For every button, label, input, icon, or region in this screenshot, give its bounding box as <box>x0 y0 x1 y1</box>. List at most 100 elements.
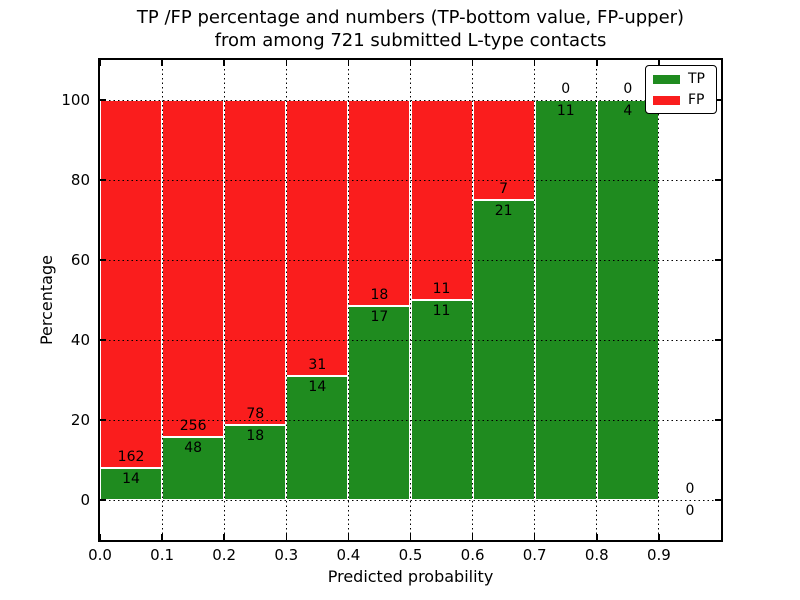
y-tick-mark-right <box>715 339 721 341</box>
bar-segment-tp <box>224 425 287 500</box>
tp-count-label: 0 <box>685 503 695 519</box>
bar-segment-fp <box>224 100 287 425</box>
tp-count-label: 18 <box>246 428 265 444</box>
bar-segment-tp <box>534 100 597 500</box>
y-tick-label: 60 <box>70 251 90 269</box>
x-tick-label: 0.4 <box>336 546 361 564</box>
bar-segment-fp <box>100 100 163 469</box>
x-tick-mark-top <box>658 60 660 66</box>
x-tick-label: 0.1 <box>150 546 175 564</box>
x-tick-label: 0.8 <box>584 546 609 564</box>
gridline-vertical <box>285 60 287 540</box>
tp-count-label: 14 <box>308 378 327 395</box>
x-tick-mark <box>596 534 598 540</box>
gridline-vertical <box>223 60 225 540</box>
gridline-vertical <box>658 60 660 540</box>
fp-count-label: 0 <box>623 81 633 97</box>
chart-title-line2: from among 721 submitted L-type contacts <box>214 30 607 51</box>
y-tick-mark-right <box>715 179 721 181</box>
x-tick-mark-top <box>161 60 163 66</box>
x-tick-mark <box>658 534 660 540</box>
tp-count-label: 4 <box>623 103 633 119</box>
bar-segment-tp <box>410 300 473 500</box>
y-tick-label: 20 <box>70 411 90 429</box>
tp-count-label: 14 <box>122 471 140 488</box>
fp-count-label: 18 <box>370 286 389 303</box>
y-tick-mark-right <box>715 419 721 421</box>
legend-label-fp: FP <box>688 92 705 108</box>
bar-segment-fp <box>410 100 473 300</box>
y-tick-label: 0 <box>80 491 90 509</box>
x-tick-label: 0.9 <box>646 546 671 564</box>
x-tick-label: 0.5 <box>398 546 423 564</box>
bar-segment-tp <box>348 305 411 500</box>
fp-count-label: 0 <box>685 481 695 497</box>
plot-inner: 162 14 256 48 78 18 31 14 18 17 11 11 7 21 0 11 0 4 0 0 <box>99 60 721 540</box>
fp-count-label: 31 <box>308 356 327 373</box>
x-tick-mark <box>533 534 536 540</box>
x-tick-mark-top <box>285 60 288 66</box>
y-tick-mark <box>100 339 106 341</box>
bar-segment-fp <box>286 100 349 376</box>
tp-count-label: 11 <box>556 103 575 119</box>
tp-count-label: 48 <box>184 439 203 456</box>
gridline-vertical <box>410 60 411 540</box>
y-tick-mark-right <box>715 259 721 261</box>
chart-title-line1: TP /FP percentage and numbers (TP-bottom… <box>136 7 685 28</box>
x-tick-mark-top <box>223 60 225 66</box>
x-tick-mark <box>223 534 225 540</box>
y-tick-label: 100 <box>61 91 90 109</box>
x-tick-mark <box>99 534 101 540</box>
x-tick-mark <box>347 534 350 540</box>
tp-count-label: 11 <box>432 303 451 319</box>
fp-count-label: 162 <box>117 449 145 466</box>
fp-count-label: 11 <box>432 281 451 297</box>
gridline-vertical <box>534 60 536 540</box>
x-axis-label: Predicted probability <box>327 567 494 586</box>
bar-segment-tp <box>286 375 349 500</box>
y-tick-mark <box>100 259 106 261</box>
y-tick-mark <box>100 499 106 501</box>
bar-segment-tp <box>162 436 225 500</box>
x-tick-mark-top <box>409 60 412 66</box>
x-tick-mark-top <box>99 60 101 66</box>
legend-item-tp: TP <box>653 72 708 86</box>
x-tick-mark-top <box>533 60 536 66</box>
x-tick-mark <box>409 534 412 540</box>
y-axis-label: Percentage <box>37 255 56 346</box>
bar-segment-fp <box>162 100 225 437</box>
bar-segment-fp <box>472 100 535 200</box>
y-tick-label: 80 <box>70 171 90 189</box>
bar-segment-tp <box>100 468 163 500</box>
fp-count-label: 0 <box>561 81 571 97</box>
fp-count-label: 256 <box>179 417 207 434</box>
x-tick-mark <box>471 534 474 540</box>
fp-count-label: 78 <box>246 406 265 422</box>
x-tick-label: 0.3 <box>274 546 299 564</box>
x-tick-mark-top <box>347 60 350 66</box>
x-tick-label: 0.7 <box>522 546 547 564</box>
tp-count-label: 17 <box>370 308 389 325</box>
x-tick-label: 0.2 <box>212 546 237 564</box>
x-tick-mark <box>161 534 163 540</box>
x-tick-label: 0.6 <box>460 546 485 564</box>
y-tick-label: 40 <box>70 331 90 349</box>
y-tick-mark <box>100 419 106 421</box>
x-tick-mark <box>285 534 288 540</box>
bar-segment-tp <box>472 200 535 500</box>
gridline-vertical <box>472 60 474 540</box>
y-tick-mark-right <box>715 499 721 501</box>
y-tick-mark <box>100 99 106 101</box>
bar-segment-fp <box>348 100 411 306</box>
x-tick-mark-top <box>596 60 598 66</box>
y-tick-mark-right <box>715 99 721 101</box>
legend-label-tp: TP <box>688 71 705 87</box>
legend-item-fp: FP <box>653 93 708 107</box>
legend-swatch-tp-icon <box>653 74 680 84</box>
y-tick-mark <box>100 179 106 181</box>
gridline-vertical <box>596 60 598 540</box>
bar-segment-tp <box>596 100 659 500</box>
legend-swatch-fp-icon <box>653 95 680 105</box>
tp-count-label: 21 <box>494 203 513 219</box>
